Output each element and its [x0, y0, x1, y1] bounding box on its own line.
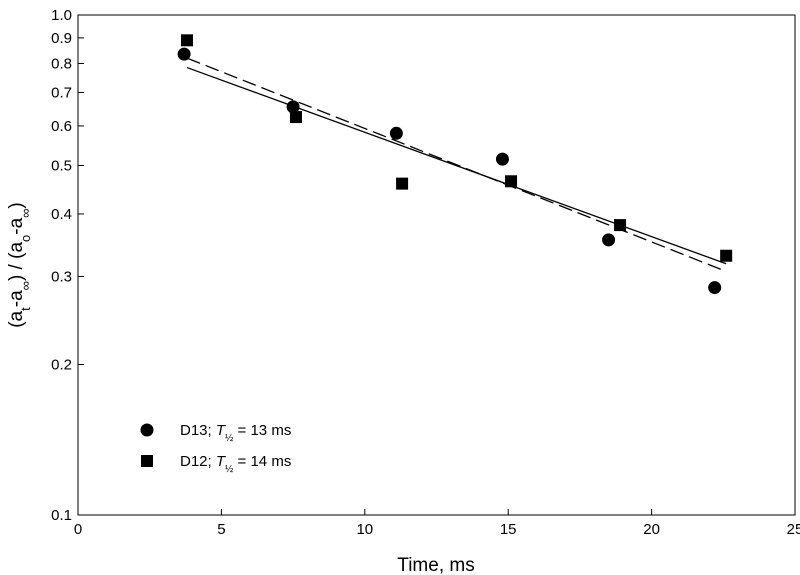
legend-marker-d13 [140, 423, 154, 437]
y-axis-ticks: 0.1 0.2 0.3 0.4 0.5 0.6 0.7 0.8 0.9 1.0 [51, 7, 84, 524]
legend-marker-d12 [141, 455, 153, 467]
x-tick-label: 20 [643, 521, 660, 538]
data-point-d12 [614, 219, 627, 232]
data-point-d13 [495, 152, 509, 166]
x-tick-label: 15 [500, 521, 517, 538]
y-tick-label: 0.2 [51, 356, 72, 373]
data-point-d13 [286, 100, 300, 114]
y-tick-label: 0.8 [51, 55, 72, 72]
plot-frame [77, 14, 796, 516]
data-point-d12 [396, 177, 409, 190]
x-tick-label: 0 [74, 521, 82, 538]
x-tick-label: 25 [787, 521, 800, 538]
fit-lines [186, 57, 727, 273]
y-tick-label: 0.3 [51, 268, 72, 285]
y-tick-label: 0.9 [51, 30, 72, 47]
data-point-d12 [180, 34, 193, 47]
y-tick-label: 0.4 [51, 206, 72, 223]
legend-label-d12: D12; T½ = 14 ms [180, 453, 291, 475]
data-point-d13 [602, 233, 616, 247]
y-tick-label: 0.5 [51, 158, 72, 175]
legend: D13; T½ = 13 ms D12; T½ = 14 ms [140, 422, 291, 475]
data-markers [177, 34, 733, 295]
y-tick-label: 0.1 [51, 507, 72, 524]
data-point-d13 [708, 281, 722, 295]
y-tick-label: 0.6 [51, 118, 72, 135]
data-point-d12 [505, 175, 518, 188]
y-tick-label: 1.0 [51, 7, 72, 24]
data-point-d13 [389, 126, 403, 140]
y-axis-label: (at-a∞) / (ao-a∞) [6, 202, 33, 328]
plot-border [77, 14, 796, 516]
y-tick-label: 0.7 [51, 84, 72, 101]
svg-text:(at-a∞) / (ao-a∞): (at-a∞) / (ao-a∞) [6, 202, 33, 328]
fit-line-d12 [186, 57, 727, 273]
x-tick-label: 5 [217, 521, 225, 538]
fit-line-d13 [186, 66, 727, 265]
data-point-d12 [720, 249, 733, 262]
x-axis-ticks: 0 5 10 15 20 25 [74, 509, 800, 538]
data-point-d12 [289, 111, 302, 124]
x-axis-label: Time, ms [397, 555, 474, 575]
legend-label-d13: D13; T½ = 13 ms [180, 422, 291, 444]
data-point-d13 [177, 47, 191, 61]
x-tick-label: 10 [356, 521, 373, 538]
